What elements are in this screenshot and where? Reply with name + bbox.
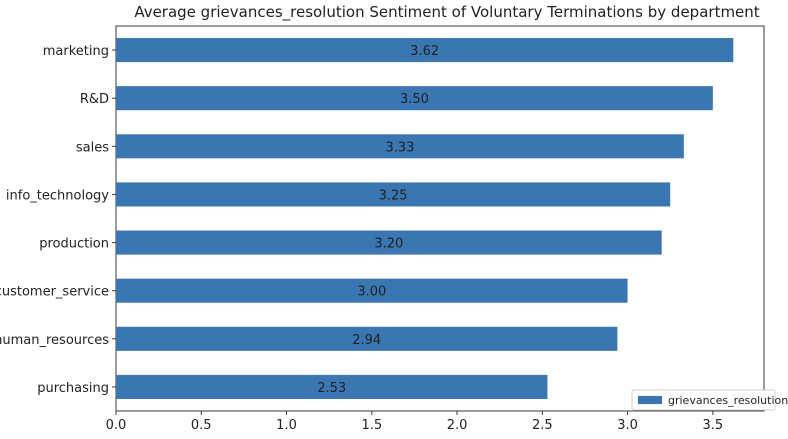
data-label: 3.62 [410,44,439,59]
x-axis: 0.0 0.5 1.0 1.5 2.0 2.5 3.0 3.5 [106,411,723,433]
legend: grievances_resolution [631,389,788,411]
data-label: 3.33 [385,140,414,155]
y-axis: marketing R&D sales info_technology producti… [0,44,116,396]
y-tick-label: customer_service [0,285,109,300]
y-tick-label: sales [76,140,109,155]
bar-r-d [116,86,713,111]
bar-sales [116,134,684,159]
x-tick-label: 0.0 [106,418,127,433]
y-tick-label: info_technology [6,188,109,203]
plot-frame [115,25,765,412]
x-tick-label: 3.0 [617,418,638,433]
data-label: 2.53 [317,381,346,396]
chart-title: Average grievances_resolution Sentiment … [134,3,759,22]
x-tick-label: 1.0 [276,418,297,433]
bar-info-technology [116,182,671,207]
x-tick-label: 0.5 [191,418,212,433]
legend-swatch [638,396,662,404]
x-tick-label: 2.0 [447,418,468,433]
data-labels-group: 3.62 3.50 3.33 3.25 3.20 3.00 2.94 2.53 [317,44,439,396]
plot-area [115,25,765,412]
y-tick-label: R&D [80,92,109,107]
data-label: 3.50 [400,92,429,107]
y-tick-label: production [39,237,109,252]
x-tick-label: 2.5 [532,418,553,433]
bars-group [116,38,734,399]
bar-human-resources [116,326,618,351]
y-tick-label: purchasing [37,381,109,396]
data-label: 3.00 [357,285,386,300]
x-tick-label: 3.5 [702,418,723,433]
data-label: 3.25 [379,188,408,203]
bar-customer-service [116,278,628,303]
legend-label: grievances_resolution [668,394,788,407]
y-tick-label: marketing [43,44,109,59]
bar-purchasing [116,374,548,399]
data-label: 2.94 [352,333,381,348]
legend-box [631,389,776,411]
bar-production [116,230,662,255]
y-tick-label: human_resources [0,333,109,348]
data-label: 3.20 [374,237,403,252]
x-tick-label: 1.5 [361,418,382,433]
bar-marketing [116,38,734,63]
